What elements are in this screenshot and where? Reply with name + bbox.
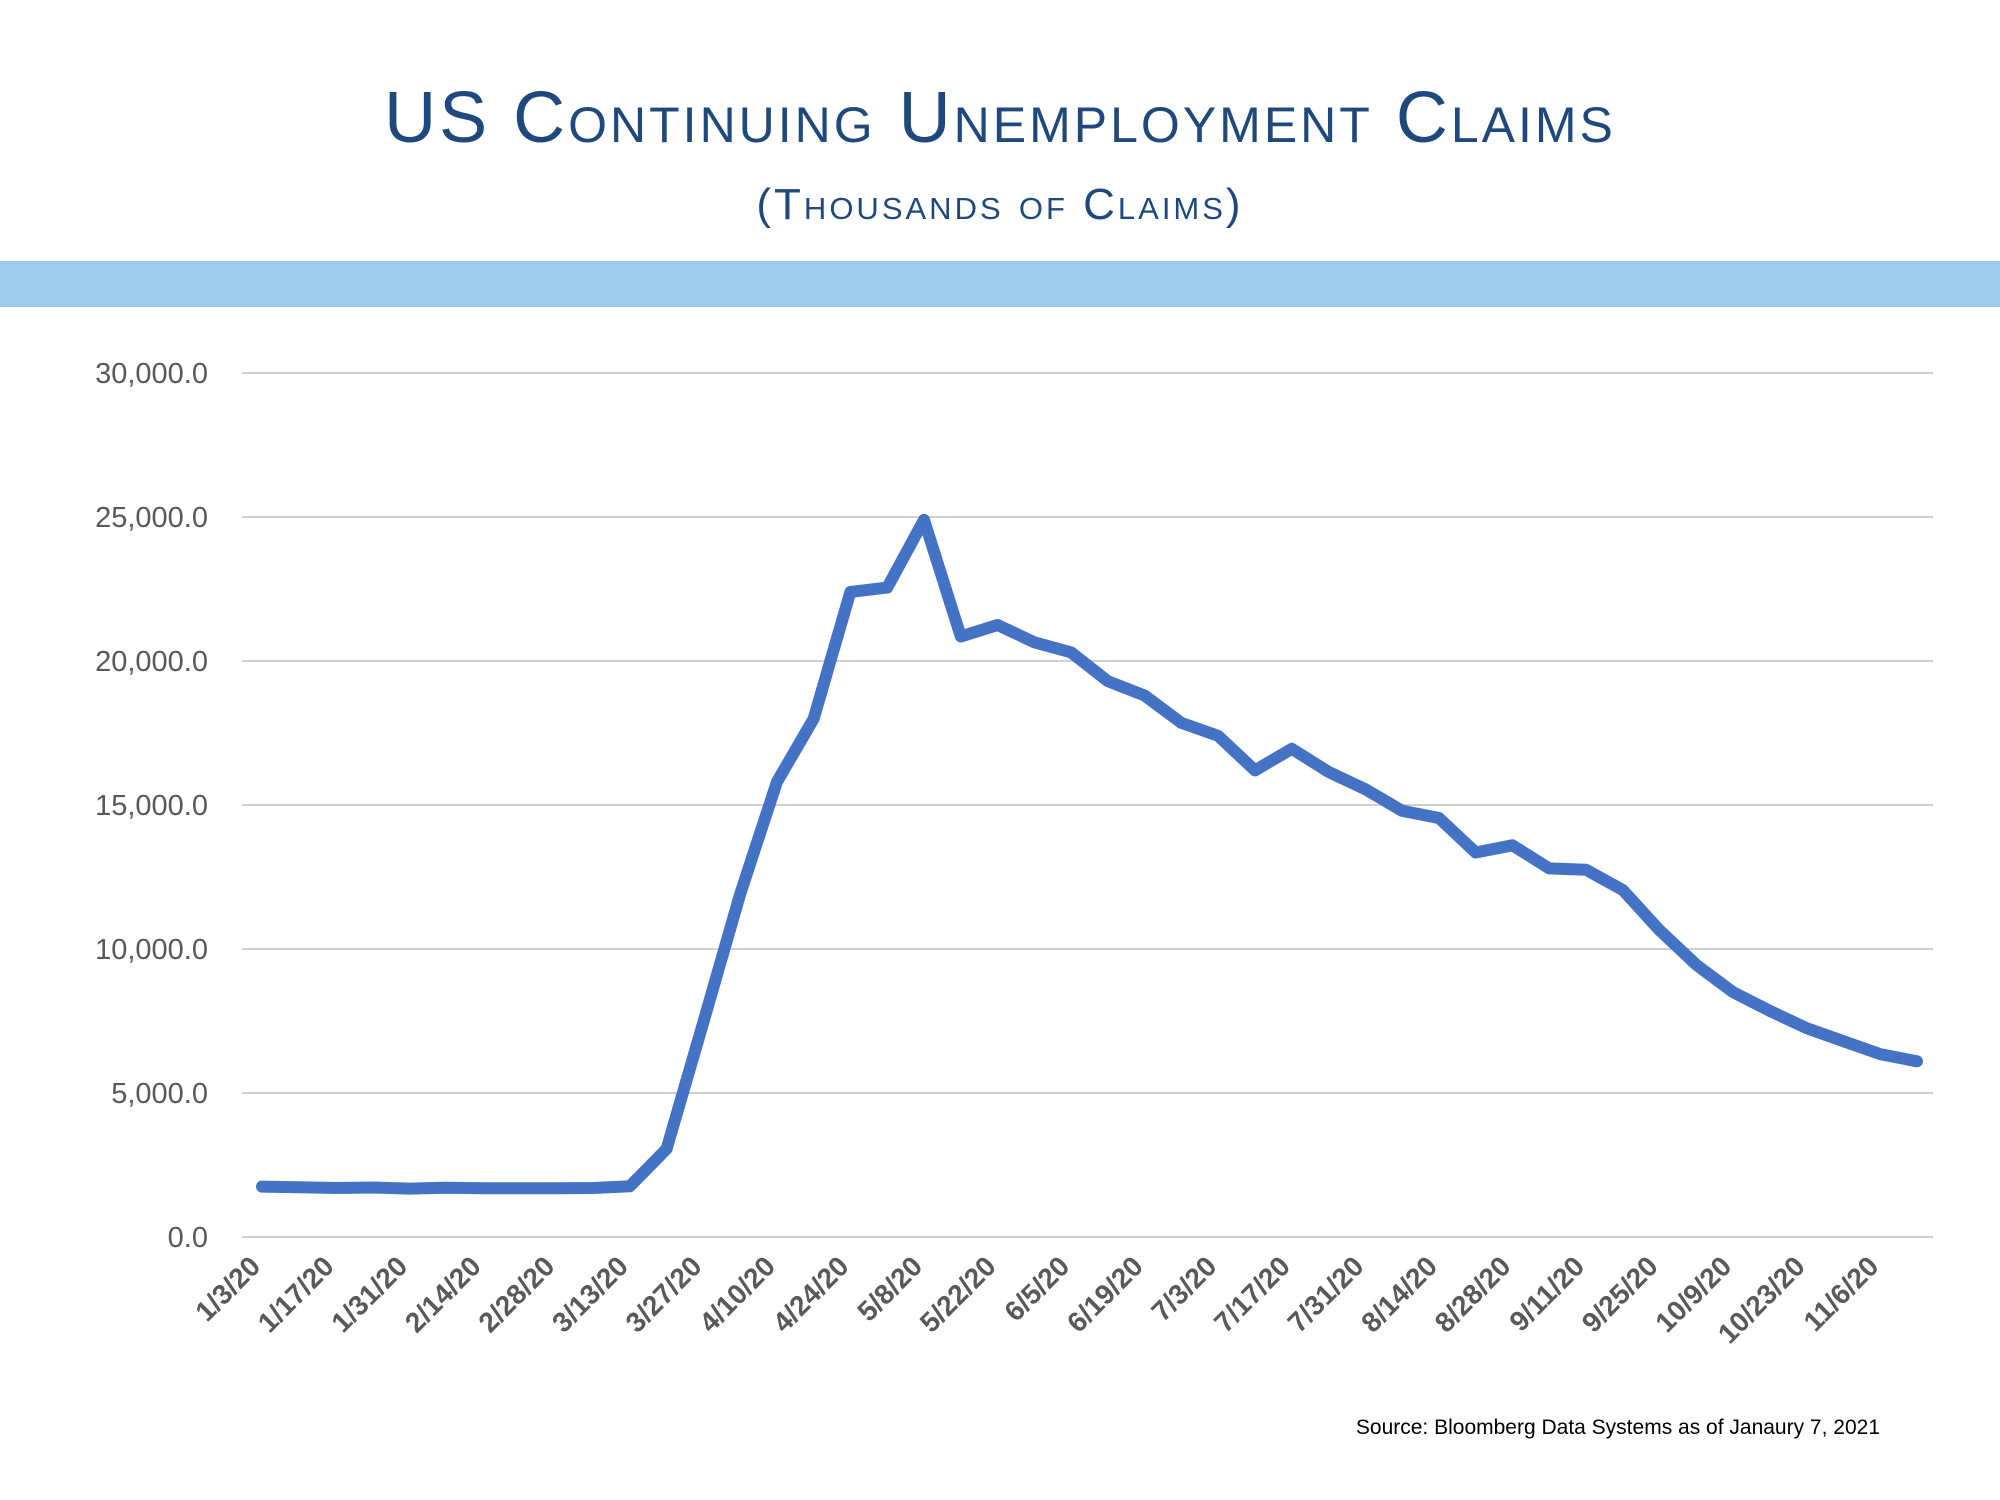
data-point <box>1622 889 1624 891</box>
data-point <box>1144 695 1146 697</box>
x-tick-label: 4/24/20 <box>767 1250 855 1338</box>
data-point <box>445 1187 447 1189</box>
data-point <box>1585 869 1587 871</box>
data-point <box>1548 867 1550 869</box>
y-axis-tick-labels: 0.0 5,000.0 10,000.0 15,000.0 20,000.0 25,000… <box>95 358 208 1254</box>
data-point <box>849 591 851 593</box>
x-tick-label: 7/31/20 <box>1282 1250 1370 1338</box>
data-point <box>997 624 999 626</box>
data-point <box>1695 964 1697 966</box>
data-point <box>702 1021 704 1023</box>
data-point <box>408 1188 410 1190</box>
data-point <box>1401 810 1403 812</box>
x-tick-label: 3/27/20 <box>620 1250 708 1338</box>
data-point <box>1180 722 1182 724</box>
y-tick-label: 15,000.0 <box>95 790 208 822</box>
data-point <box>629 1185 631 1187</box>
x-tick-label: 9/11/20 <box>1503 1250 1590 1337</box>
y-tick-label: 10,000.0 <box>95 934 208 966</box>
data-point <box>1107 680 1109 682</box>
x-tick-label: 8/28/20 <box>1429 1250 1517 1338</box>
data-point <box>335 1187 337 1189</box>
data-point <box>886 587 888 589</box>
x-tick-label: 1/31/20 <box>325 1250 413 1338</box>
data-point <box>518 1187 520 1189</box>
data-point <box>1364 788 1366 790</box>
data-point <box>813 718 815 720</box>
y-tick-label: 0.0 <box>168 1222 208 1254</box>
x-tick-label: 2/14/20 <box>399 1250 487 1338</box>
data-point <box>1328 771 1330 773</box>
data-point <box>960 636 962 638</box>
data-point <box>1070 651 1072 653</box>
x-tick-label: 1/17/20 <box>252 1250 340 1338</box>
data-point <box>1769 1010 1771 1012</box>
x-tick-label: 2/28/20 <box>472 1250 560 1338</box>
data-point <box>371 1187 373 1189</box>
x-tick-label: 11/6/20 <box>1798 1250 1885 1337</box>
data-point <box>482 1187 484 1189</box>
data-point <box>592 1187 594 1189</box>
series-line <box>256 513 1923 1195</box>
data-point <box>1659 929 1661 931</box>
data-point <box>1879 1053 1881 1055</box>
data-point <box>1806 1027 1808 1029</box>
data-point <box>1254 769 1256 771</box>
data-point <box>1732 991 1734 993</box>
data-point <box>1217 735 1219 737</box>
x-tick-label: 5/22/20 <box>914 1250 1002 1338</box>
x-tick-label: 9/25/20 <box>1576 1250 1664 1338</box>
data-point <box>261 1186 263 1188</box>
data-point <box>923 519 925 521</box>
x-tick-label: 4/10/20 <box>693 1250 781 1338</box>
x-tick-label: 7/17/20 <box>1208 1250 1296 1338</box>
y-tick-label: 20,000.0 <box>95 646 208 678</box>
data-point <box>1916 1060 1918 1062</box>
data-point <box>555 1187 557 1189</box>
data-point <box>776 781 778 783</box>
y-tick-label: 30,000.0 <box>95 358 208 390</box>
chart-gridlines <box>242 372 1933 1238</box>
x-tick-label: 8/14/20 <box>1355 1250 1443 1338</box>
x-tick-label: 6/19/20 <box>1061 1250 1149 1338</box>
data-point <box>666 1148 668 1150</box>
data-point <box>1291 748 1293 750</box>
data-point <box>1033 641 1035 643</box>
data-point <box>1842 1040 1844 1042</box>
y-tick-label: 25,000.0 <box>95 502 208 534</box>
data-point <box>739 893 741 895</box>
data-point <box>1511 844 1513 846</box>
source-note: Source: Bloomberg Data Systems as of Jan… <box>1355 1416 1880 1439</box>
chart-series <box>256 513 1923 1195</box>
data-point <box>298 1186 300 1188</box>
x-tick-label: 3/13/20 <box>546 1250 634 1338</box>
data-point <box>1475 852 1477 854</box>
page-title: US Continuing Unemployment Claims <box>384 78 1616 158</box>
x-axis-tick-labels: 1/3/201/17/201/31/202/14/202/28/203/13/2… <box>189 1250 1884 1349</box>
page-subtitle: (Thousands of Claims) <box>756 180 1244 229</box>
data-point <box>1438 817 1440 819</box>
header-band <box>0 261 2000 307</box>
y-tick-label: 5,000.0 <box>111 1078 208 1110</box>
